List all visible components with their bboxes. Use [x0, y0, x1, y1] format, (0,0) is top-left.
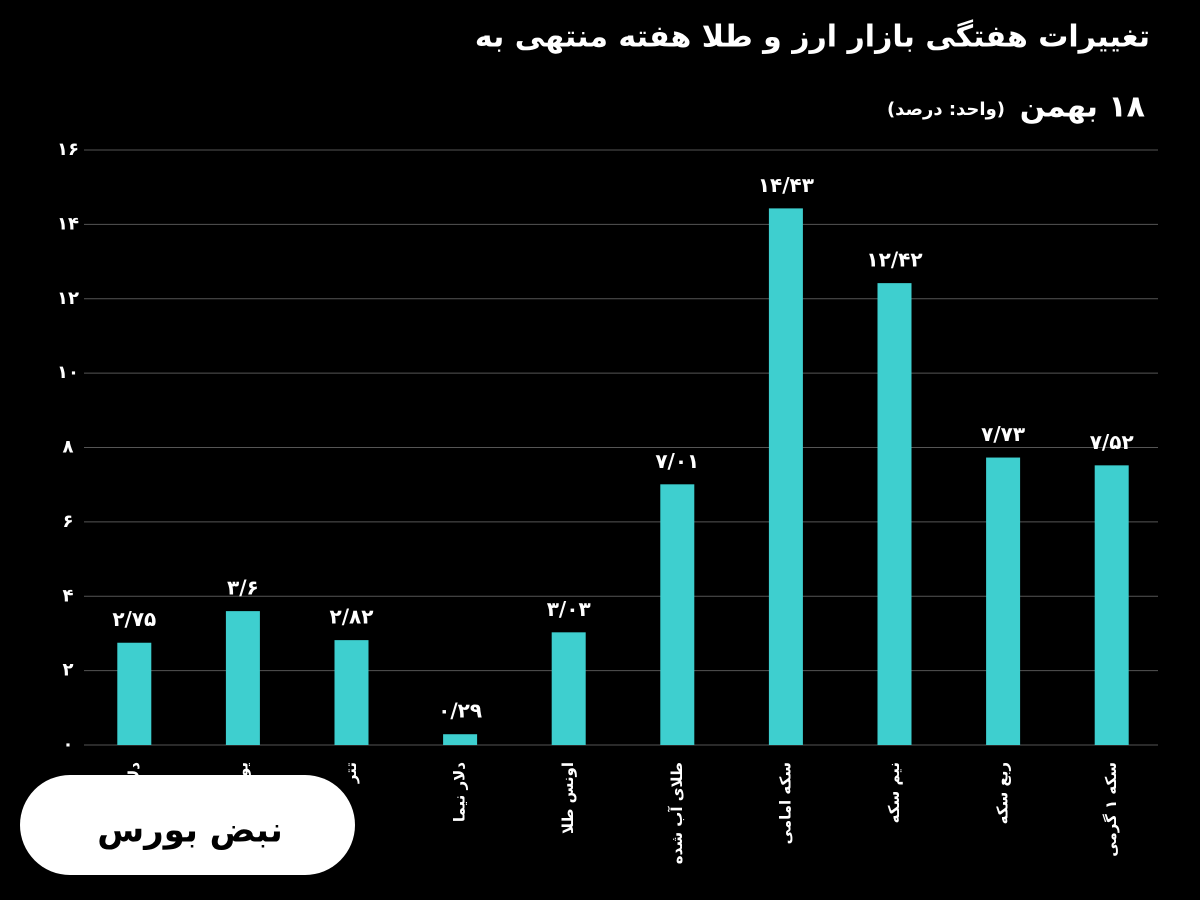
y-tick-label: ۸ [63, 437, 74, 458]
x-tick-label: طلای آب شده [668, 762, 686, 864]
bar [986, 457, 1021, 745]
logo-text: نبض بورس [97, 811, 282, 851]
y-tick-label: ۰ [63, 734, 74, 755]
x-tick-label: ربع سکه [994, 762, 1012, 824]
value-label: ۲/۸۲ [330, 605, 374, 629]
x-tick-label: اونس طلا [559, 762, 577, 834]
value-label: ۳/۶ [227, 576, 259, 600]
bar [334, 640, 369, 745]
y-tick-label: ۴ [63, 585, 74, 606]
chart-subtitle: (واحد: درصد) [887, 99, 1005, 120]
y-tick-label: ۱۰ [57, 362, 79, 383]
bar [551, 632, 586, 745]
value-label: ۱۲/۴۲ [866, 248, 922, 272]
x-tick-label: سکه ۱ گرمی [1102, 762, 1120, 857]
bar [117, 642, 152, 745]
value-label: ۰/۲۹ [438, 699, 482, 723]
y-tick-label: ۱۶ [57, 139, 79, 160]
bar [660, 484, 695, 745]
x-tick-label: دلار نیما [451, 762, 469, 822]
y-tick-label: ۱۴ [57, 213, 79, 234]
chart-title: تغییرات هفتگی بازار ارز و طلا هفته منتهی… [475, 19, 1150, 55]
bar [225, 611, 260, 745]
bar [877, 283, 912, 745]
x-tick-label: سکه امامی [776, 762, 794, 844]
y-tick-label: ۶ [63, 511, 74, 532]
bar [443, 734, 478, 745]
value-label: ۷/۰۱ [655, 449, 699, 473]
value-label: ۲/۷۵ [112, 607, 156, 631]
logo-badge [20, 775, 355, 875]
bar [768, 208, 803, 745]
value-label: ۷/۷۳ [981, 422, 1025, 446]
value-label: ۳/۰۳ [547, 597, 591, 621]
x-tick-label: نیم سکه [885, 762, 903, 823]
x-tick-label: تتر [342, 762, 360, 784]
value-label: ۱۴/۴۳ [758, 173, 814, 197]
y-tick-label: ۲ [63, 660, 74, 681]
value-label: ۷/۵۲ [1090, 430, 1134, 454]
y-tick-label: ۱۲ [57, 288, 79, 309]
bar [1094, 465, 1129, 745]
chart-title-line2: ۱۸ بهمن [1020, 90, 1145, 125]
